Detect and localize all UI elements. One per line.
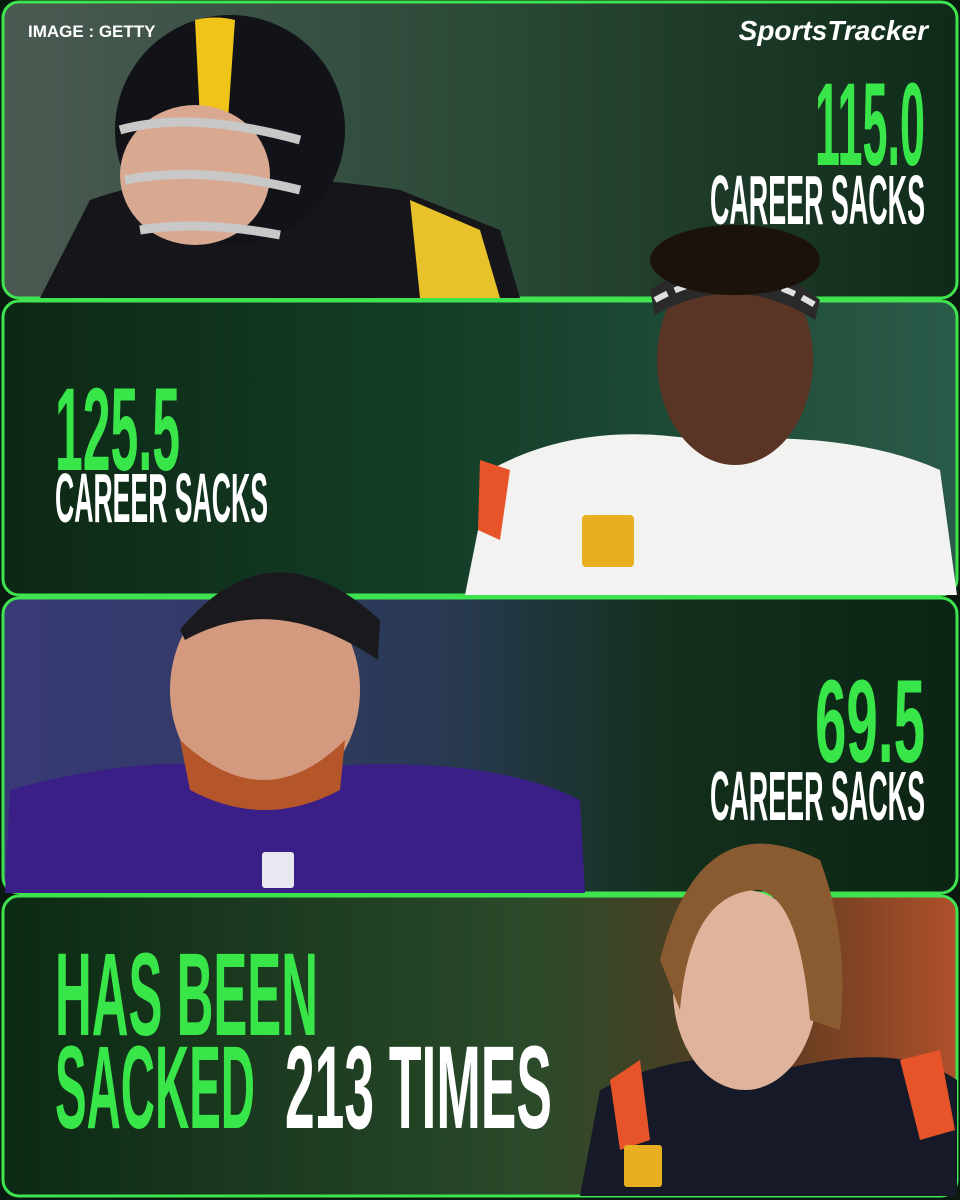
headline: SACKED bbox=[55, 1022, 255, 1154]
stat-value: 115.0 bbox=[815, 59, 925, 191]
stat-label: CAREER SACKS bbox=[710, 757, 925, 835]
headline: 213 TIMES bbox=[285, 1022, 552, 1154]
player-photo bbox=[40, 15, 520, 298]
image-credit: IMAGE : GETTY bbox=[28, 22, 156, 41]
brand-logo: SportsTracker bbox=[739, 15, 930, 46]
player-photo bbox=[580, 843, 957, 1196]
stat-value: 69.5 bbox=[815, 656, 925, 788]
stat-value: 125.5 bbox=[55, 364, 180, 496]
player-photo bbox=[465, 225, 957, 595]
stat-label: CAREER SACKS bbox=[710, 161, 925, 239]
player-photo bbox=[5, 572, 585, 893]
headline: HAS BEEN bbox=[55, 929, 318, 1061]
stat-label: CAREER SACKS bbox=[55, 459, 268, 537]
